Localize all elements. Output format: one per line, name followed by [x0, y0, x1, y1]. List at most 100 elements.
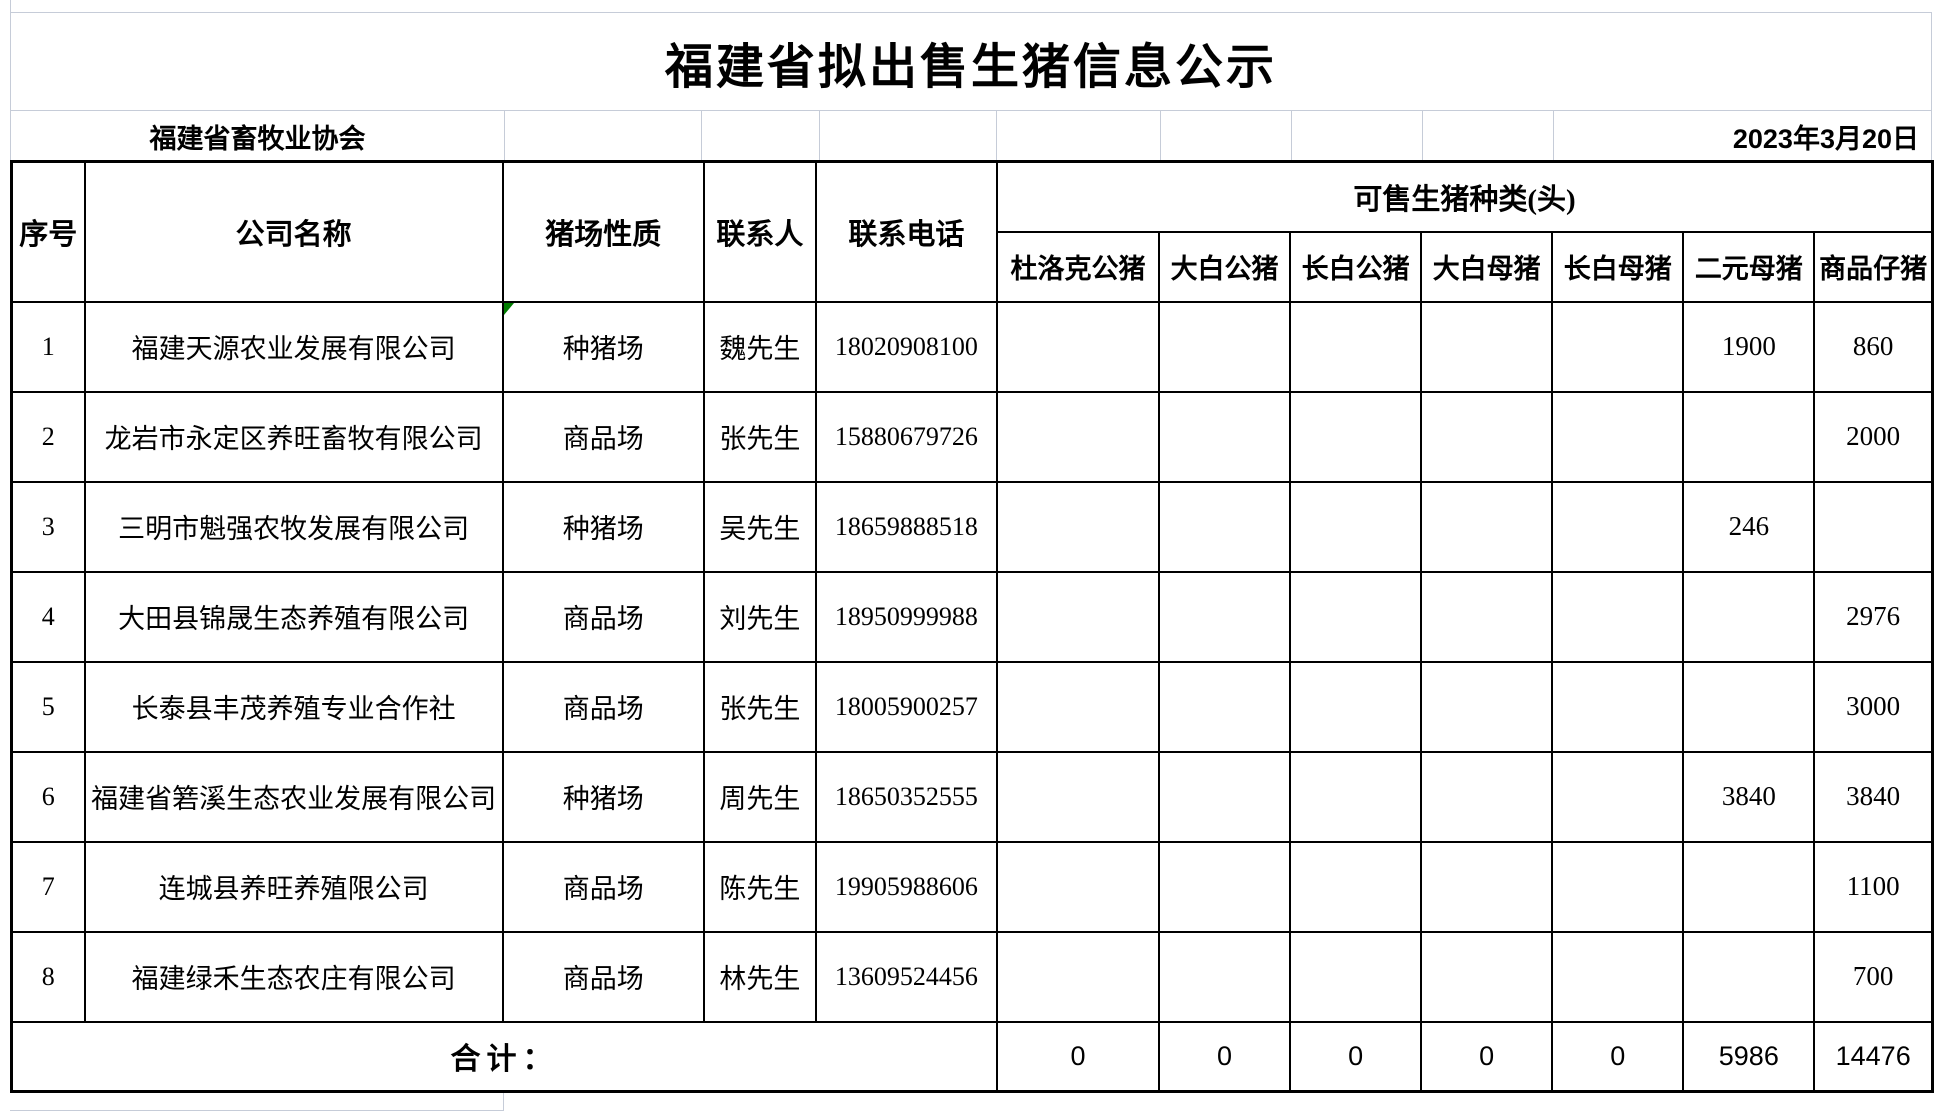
contact-cell[interactable]: 刘先生 — [702, 570, 817, 663]
value-cell[interactable]: 246 — [1682, 480, 1816, 573]
contact-cell[interactable]: 陈先生 — [702, 840, 817, 933]
value-cell[interactable]: 3000 — [1813, 660, 1934, 753]
page-title[interactable]: 福建省拟出售生猪信息公示 — [11, 13, 1931, 111]
value-cell[interactable] — [1682, 390, 1816, 483]
value-cell[interactable] — [1551, 840, 1685, 933]
value-cell[interactable] — [1420, 930, 1554, 1023]
phone-cell[interactable]: 18020908100 — [814, 300, 998, 393]
total-value-cell[interactable]: 5986 — [1682, 1020, 1816, 1093]
phone-cell[interactable]: 18659888518 — [814, 480, 998, 573]
value-cell[interactable] — [995, 480, 1161, 573]
seq-cell[interactable]: 4 — [10, 570, 86, 663]
value-cell[interactable] — [1289, 840, 1423, 933]
farm-type-cell[interactable]: 商品场 — [501, 390, 705, 483]
value-cell[interactable]: 2000 — [1813, 390, 1934, 483]
header-category[interactable]: 杜洛克公猪 — [995, 230, 1161, 303]
value-cell[interactable] — [995, 660, 1161, 753]
date-cell[interactable]: 2023年3月20日 — [1732, 123, 1919, 154]
value-cell[interactable] — [1551, 390, 1685, 483]
value-cell[interactable] — [1682, 840, 1816, 933]
value-cell[interactable] — [1158, 390, 1292, 483]
phone-cell[interactable]: 18650352555 — [814, 750, 998, 843]
total-value-cell[interactable]: 0 — [1420, 1020, 1554, 1093]
value-cell[interactable] — [1682, 660, 1816, 753]
value-cell[interactable] — [995, 930, 1161, 1023]
header-category[interactable]: 商品仔猪 — [1813, 230, 1934, 303]
total-value-cell[interactable]: 14476 — [1813, 1020, 1934, 1093]
value-cell[interactable] — [1420, 480, 1554, 573]
value-cell[interactable] — [1158, 570, 1292, 663]
header-category[interactable]: 大白母猪 — [1420, 230, 1554, 303]
value-cell[interactable] — [1420, 750, 1554, 843]
value-cell[interactable] — [1158, 840, 1292, 933]
value-cell[interactable]: 700 — [1813, 930, 1934, 1023]
company-cell[interactable]: 福建天源农业发展有限公司 — [83, 300, 504, 393]
company-cell[interactable]: 三明市魁强农牧发展有限公司 — [83, 480, 504, 573]
header-company[interactable]: 公司名称 — [83, 160, 504, 303]
header-farm-type[interactable]: 猪场性质 — [501, 160, 705, 303]
value-cell[interactable] — [1813, 480, 1934, 573]
contact-cell[interactable]: 张先生 — [702, 390, 817, 483]
phone-cell[interactable]: 18005900257 — [814, 660, 998, 753]
org-name-cell[interactable]: 福建省畜牧业协会 — [149, 123, 366, 154]
value-cell[interactable] — [1420, 390, 1554, 483]
seq-cell[interactable]: 8 — [10, 930, 86, 1023]
header-seq[interactable]: 序号 — [10, 160, 86, 303]
company-cell[interactable]: 龙岩市永定区养旺畜牧有限公司 — [83, 390, 504, 483]
farm-type-cell[interactable]: 商品场 — [501, 660, 705, 753]
value-cell[interactable] — [1551, 300, 1685, 393]
header-category[interactable]: 长白母猪 — [1551, 230, 1685, 303]
farm-type-cell[interactable]: 种猪场 — [501, 480, 705, 573]
phone-cell[interactable]: 19905988606 — [814, 840, 998, 933]
farm-type-cell[interactable]: 种猪场 — [501, 750, 705, 843]
value-cell[interactable] — [1420, 840, 1554, 933]
total-label-cell[interactable]: 合计： — [10, 1020, 998, 1093]
value-cell[interactable]: 1900 — [1682, 300, 1816, 393]
value-cell[interactable] — [1551, 480, 1685, 573]
seq-cell[interactable]: 2 — [10, 390, 86, 483]
header-category[interactable]: 大白公猪 — [1158, 230, 1292, 303]
phone-cell[interactable]: 18950999988 — [814, 570, 998, 663]
value-cell[interactable] — [1551, 750, 1685, 843]
value-cell[interactable]: 3840 — [1813, 750, 1934, 843]
seq-cell[interactable]: 7 — [10, 840, 86, 933]
total-value-cell[interactable]: 0 — [1551, 1020, 1685, 1093]
phone-cell[interactable]: 15880679726 — [814, 390, 998, 483]
value-cell[interactable] — [995, 390, 1161, 483]
company-cell[interactable]: 长泰县丰茂养殖专业合作社 — [83, 660, 504, 753]
value-cell[interactable] — [1158, 750, 1292, 843]
contact-cell[interactable]: 魏先生 — [702, 300, 817, 393]
company-cell[interactable]: 福建绿禾生态农庄有限公司 — [83, 930, 504, 1023]
contact-cell[interactable]: 周先生 — [702, 750, 817, 843]
contact-cell[interactable]: 张先生 — [702, 660, 817, 753]
value-cell[interactable] — [1682, 930, 1816, 1023]
value-cell[interactable] — [1420, 300, 1554, 393]
seq-cell[interactable]: 1 — [10, 300, 86, 393]
value-cell[interactable] — [995, 750, 1161, 843]
value-cell[interactable] — [1289, 390, 1423, 483]
value-cell[interactable] — [995, 300, 1161, 393]
header-category-group[interactable]: 可售生猪种类(头) — [995, 160, 1934, 233]
value-cell[interactable] — [1289, 480, 1423, 573]
value-cell[interactable] — [1289, 750, 1423, 843]
value-cell[interactable] — [1289, 300, 1423, 393]
farm-type-cell[interactable]: 商品场 — [501, 570, 705, 663]
value-cell[interactable]: 1100 — [1813, 840, 1934, 933]
total-value-cell[interactable]: 0 — [995, 1020, 1161, 1093]
seq-cell[interactable]: 3 — [10, 480, 86, 573]
total-value-cell[interactable]: 0 — [1289, 1020, 1423, 1093]
contact-cell[interactable]: 林先生 — [702, 930, 817, 1023]
value-cell[interactable] — [995, 570, 1161, 663]
value-cell[interactable] — [1420, 570, 1554, 663]
company-cell[interactable]: 福建省箬溪生态农业发展有限公司 — [83, 750, 504, 843]
value-cell[interactable] — [1289, 930, 1423, 1023]
value-cell[interactable] — [1158, 480, 1292, 573]
seq-cell[interactable]: 6 — [10, 750, 86, 843]
value-cell[interactable] — [1551, 570, 1685, 663]
farm-type-cell[interactable]: 种猪场 — [501, 300, 705, 393]
value-cell[interactable] — [1158, 300, 1292, 393]
value-cell[interactable]: 2976 — [1813, 570, 1934, 663]
farm-type-cell[interactable]: 商品场 — [501, 840, 705, 933]
total-value-cell[interactable]: 0 — [1158, 1020, 1292, 1093]
seq-cell[interactable]: 5 — [10, 660, 86, 753]
